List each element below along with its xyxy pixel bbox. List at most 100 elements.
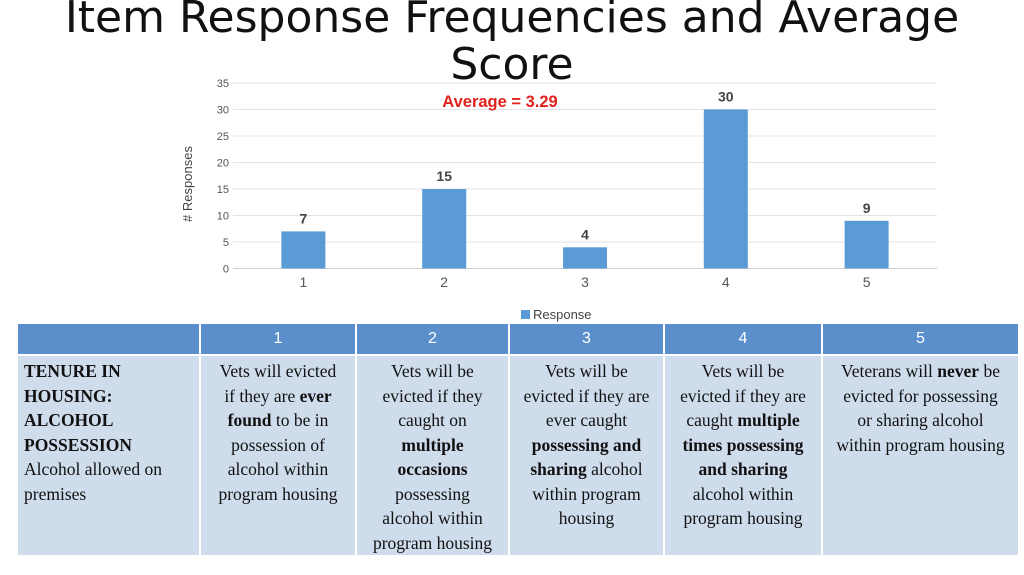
cell-line: alcohol within xyxy=(693,484,794,504)
cell-text-bold: occasions xyxy=(397,459,468,479)
cell-text: to be in xyxy=(271,410,329,430)
rubric-cell-5: Veterans will never be evicted for posses… xyxy=(821,354,1020,557)
cell-text: alcohol within xyxy=(227,459,329,479)
x-tick-label: 1 xyxy=(300,274,308,290)
cell-line: within program housing xyxy=(836,435,1004,455)
table-header-2: 2 xyxy=(355,322,510,356)
cell-text: program housing xyxy=(218,483,338,504)
x-tick-label: 5 xyxy=(863,274,871,290)
cell-line: times possessing xyxy=(682,435,803,455)
cell-text-bold: multiple xyxy=(401,434,464,455)
table-header-1: 1 xyxy=(199,322,357,356)
rubric-cell-3: Vets will be evicted if they are ever caug… xyxy=(508,354,665,557)
cell-line: possessing and xyxy=(532,435,641,455)
cell-line: program housing xyxy=(218,484,337,504)
rubric-cell-2: Vets will be evicted if they caught on mult… xyxy=(355,354,510,557)
cell-line: evicted if they are xyxy=(524,386,650,406)
cell-text-bold: and sharing xyxy=(698,459,788,479)
table-header-blank xyxy=(16,322,201,356)
cell-text: possession of xyxy=(231,434,325,455)
cell-line: found to be in xyxy=(228,410,329,430)
cell-line: sharing alcohol xyxy=(530,459,642,479)
x-tick-label: 3 xyxy=(581,274,589,290)
cell-text: caught xyxy=(686,410,738,430)
x-tick-label: 4 xyxy=(722,274,730,290)
chart-bars xyxy=(281,109,889,269)
table-header-5: 5 xyxy=(821,322,1020,356)
legend-swatch xyxy=(521,310,530,319)
data-label: 15 xyxy=(436,168,452,184)
y-tick-label: 5 xyxy=(223,237,229,249)
cell-line: caught multiple xyxy=(686,410,799,430)
bar xyxy=(844,220,889,269)
cell-text: alcohol within xyxy=(692,483,794,504)
bar xyxy=(563,247,607,269)
cell-text: evicted if they are xyxy=(523,385,650,406)
cell-text: within program housing xyxy=(836,434,1005,455)
row-header-title-line: TENURE IN xyxy=(24,361,121,381)
y-tick-label: 25 xyxy=(217,131,229,143)
data-label: 4 xyxy=(581,226,589,242)
cell-line: evicted if they are xyxy=(680,386,806,406)
cell-text: housing xyxy=(558,508,615,528)
cell-text-bold: multiple xyxy=(737,410,800,430)
chart-data-labels: 7 15 4 30 9 xyxy=(300,89,871,243)
table-header-4: 4 xyxy=(663,322,823,356)
table-row: TENURE IN HOUSING: ALCOHOL POSSESSION Alcoho… xyxy=(16,354,1020,557)
cell-line: occasions xyxy=(398,459,468,479)
rubric-cell-1: Vets will evicted if they are ever found t… xyxy=(199,354,357,557)
cell-text: be xyxy=(979,361,1000,381)
cell-line: evicted for possessing xyxy=(843,386,998,406)
page-title: Item Response Frequencies and Average Sc… xyxy=(64,0,960,90)
cell-text: evicted if they xyxy=(382,385,483,406)
y-tick-label: 15 xyxy=(217,184,229,196)
x-tick-label: 2 xyxy=(440,274,448,290)
table-header-3: 3 xyxy=(508,322,665,356)
y-tick-label: 30 xyxy=(217,105,229,117)
chart-gridlines xyxy=(233,82,937,269)
cell-line: if they are ever xyxy=(224,386,331,406)
cell-line: or sharing alcohol xyxy=(857,410,983,430)
cell-line: program housing xyxy=(373,533,492,553)
cell-line: multiple xyxy=(401,435,463,455)
row-header-desc-line: premises xyxy=(24,483,87,504)
legend-label: Response xyxy=(533,307,592,322)
cell-text: Vets will evicted xyxy=(219,361,337,381)
y-axis-label: # Responses xyxy=(180,146,195,222)
cell-line: within program xyxy=(532,484,640,504)
cell-line: housing xyxy=(559,508,614,528)
cell-text: ever caught xyxy=(545,410,628,430)
x-axis-ticks: 1 2 3 4 5 xyxy=(300,274,871,290)
cell-line: program housing xyxy=(683,508,802,528)
cell-text-bold: possessing and xyxy=(531,434,642,455)
cell-text: possessing xyxy=(395,483,470,504)
cell-line: alcohol within xyxy=(382,508,483,528)
data-label: 30 xyxy=(718,89,734,105)
cell-text: alcohol xyxy=(586,459,643,479)
cell-text-bold: never xyxy=(937,361,980,381)
chart-legend: Response xyxy=(521,307,592,322)
cell-line: evicted if they xyxy=(382,386,482,406)
cell-text: Vets will be xyxy=(391,361,474,381)
bar-chart: 0 5 10 15 20 25 30 35 1 2 3 4 5 7 15 4 30 9 # Responses… xyxy=(180,78,937,322)
cell-line: Veterans will never be xyxy=(841,361,1000,381)
cell-line: Vets will be xyxy=(391,361,474,381)
data-label: 7 xyxy=(300,210,308,226)
cell-text: within program xyxy=(532,483,641,504)
cell-text: Vets will be xyxy=(545,361,628,381)
y-tick-label: 35 xyxy=(217,78,229,90)
row-header-title-line: HOUSING: xyxy=(24,385,113,406)
cell-text-bold: ever xyxy=(299,385,332,406)
bar xyxy=(422,189,467,269)
bar xyxy=(281,231,326,269)
data-label: 9 xyxy=(863,200,871,216)
cell-text: or sharing alcohol xyxy=(857,410,984,430)
cell-line: possession of xyxy=(231,435,325,455)
cell-line: possessing xyxy=(395,484,470,504)
bar xyxy=(703,109,748,269)
cell-text: caught on xyxy=(398,410,467,430)
cell-text-bold: sharing xyxy=(530,459,587,479)
cell-text: Vets will be xyxy=(701,361,785,381)
